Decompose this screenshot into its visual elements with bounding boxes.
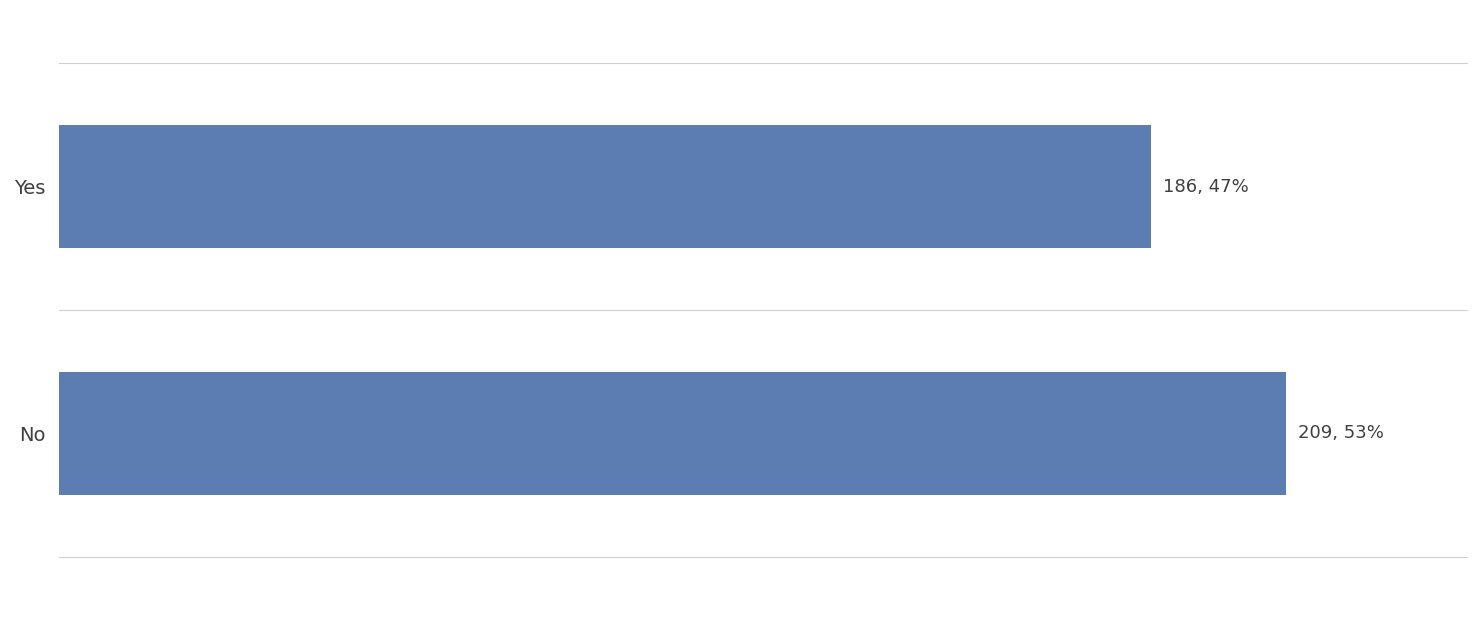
Bar [59,371,1286,495]
Text: 209, 53%: 209, 53% [1298,424,1384,443]
Bar [59,125,1152,249]
Text: 186, 47%: 186, 47% [1163,177,1249,196]
